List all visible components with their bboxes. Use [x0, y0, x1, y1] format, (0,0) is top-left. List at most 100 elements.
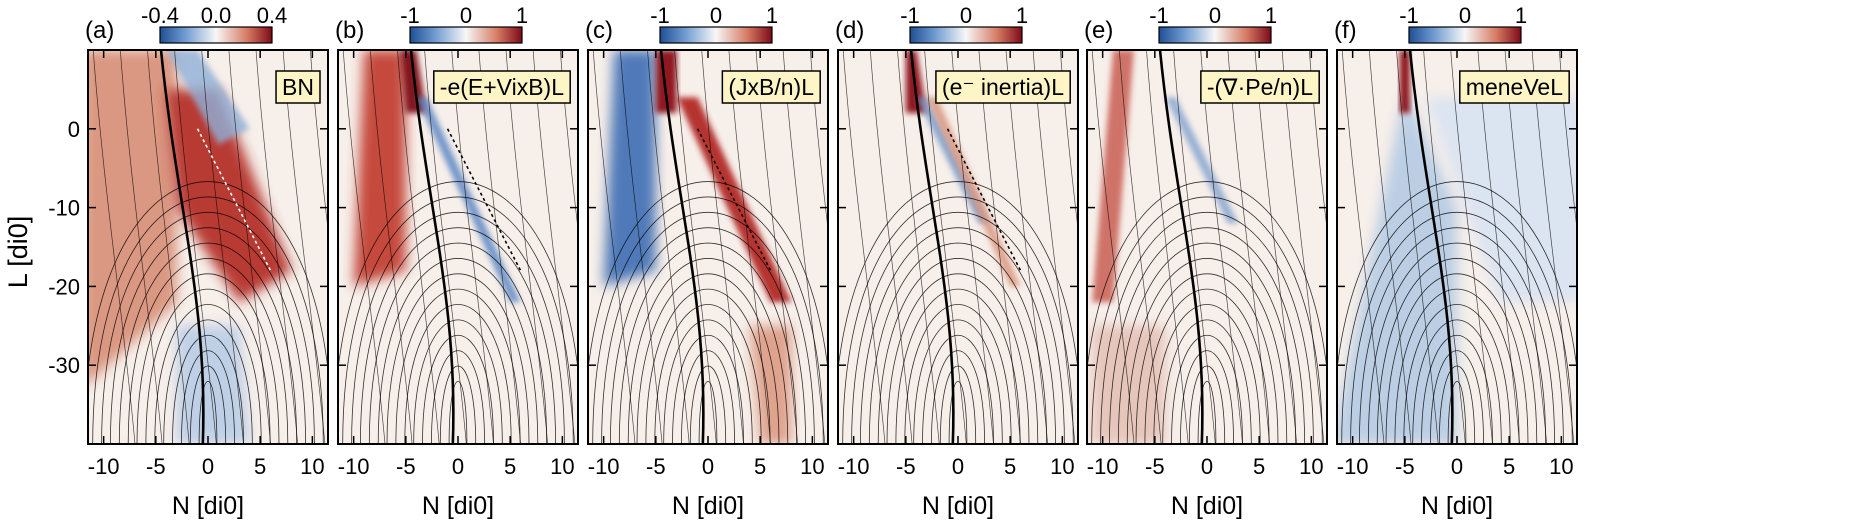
x-tick-label: 0 [1201, 454, 1213, 479]
panel-letter: (a) [85, 17, 114, 44]
x-tick-label: 5 [504, 454, 516, 479]
field-line [368, 242, 548, 444]
x-tick-label: 0 [452, 454, 464, 479]
x-tick-label: -5 [1395, 454, 1415, 479]
x-tick-label: -5 [396, 454, 416, 479]
quantity-label-box [1459, 70, 1570, 104]
colorbar-tick-label: 0.4 [257, 3, 288, 28]
field-line [860, 227, 1056, 444]
field-line [922, 335, 994, 444]
x-tick-label: 0 [702, 454, 714, 479]
xline-core [655, 50, 677, 113]
field-line [897, 50, 940, 444]
field-line [1117, 242, 1297, 444]
x-tick-label: -5 [646, 454, 666, 479]
field-line [110, 227, 306, 444]
field-line [1153, 304, 1261, 444]
field-line [1059, 50, 1078, 233]
field-line [422, 335, 494, 444]
x-tick-label: 10 [800, 454, 824, 479]
field-line [377, 258, 539, 444]
panel-letter: (d) [835, 17, 864, 44]
quantity-label: (JxB/n)L [728, 74, 814, 100]
x-tick-label: 0 [1451, 454, 1463, 479]
field-line [1162, 319, 1252, 444]
x-tick-label: 10 [1050, 454, 1074, 479]
field-line [619, 50, 663, 444]
x-tick-label: -10 [338, 454, 370, 479]
colorbar-tick-label: 1 [516, 3, 528, 28]
x-axis-label: N [di0] [1421, 492, 1493, 520]
field-line [451, 50, 494, 444]
y-tick-label: -20 [48, 274, 80, 299]
field-line [360, 227, 556, 444]
field-line [201, 50, 244, 444]
x-axis-label: N [di0] [422, 492, 494, 520]
separatrix-line [159, 50, 205, 444]
colorbar-tick-label: 1 [1016, 3, 1028, 28]
field-line [342, 50, 386, 444]
red-lobe-left [88, 50, 177, 385]
field-line [228, 50, 271, 444]
x-tick-label: -5 [1145, 454, 1165, 479]
red-band-left [353, 50, 406, 287]
x-axis-label: N [di0] [172, 492, 244, 520]
colorbar [409, 26, 523, 44]
field-line [369, 50, 413, 444]
heatmap-field [588, 50, 828, 444]
x-tick-label: 0 [952, 454, 964, 479]
field-line [309, 50, 328, 233]
y-axis-label: L [di0] [3, 216, 33, 289]
field-line [1350, 212, 1564, 444]
field-line [1146, 50, 1189, 444]
x-axis-label: N [di0] [672, 492, 744, 520]
field-line [601, 212, 815, 444]
field-line [1091, 196, 1323, 444]
panel-0: -10 -5 0 5 10 0 -10 -20 -30 N [di0] (a) -0.4 0.0 0.4 B… [48, 3, 329, 520]
field-line [869, 50, 913, 444]
field-line [505, 50, 549, 444]
field-line [948, 380, 968, 444]
field-line [610, 227, 806, 444]
field-line [1197, 380, 1217, 444]
blue-band-left [603, 50, 656, 287]
field-line [663, 319, 753, 444]
panel-letter: (e) [1084, 17, 1113, 44]
quantity-label-box [433, 70, 571, 104]
xline-core [1399, 50, 1410, 113]
field-line [618, 242, 798, 444]
field-line [127, 258, 289, 444]
red-band-diagonal [926, 97, 1021, 287]
red-band-diagonal [166, 89, 292, 303]
field-line [1430, 350, 1484, 444]
x-tick-label: -10 [1337, 454, 1369, 479]
colorbar-tick-label: 1 [1265, 3, 1277, 28]
x-tick-label: -5 [146, 454, 166, 479]
field-line [1341, 196, 1573, 444]
field-line [913, 319, 1003, 444]
blue-band-diagonal [416, 97, 521, 303]
field-line [1385, 273, 1529, 444]
x-tick-label: 10 [300, 454, 324, 479]
x-tick-label: 10 [1549, 454, 1573, 479]
panel-2: -10 -5 0 5 10N [di0](c)-1 0 1(JxB/n)L [585, 3, 829, 520]
quantity-label-box [275, 70, 321, 104]
field-line [728, 50, 771, 444]
field-line [136, 273, 280, 444]
quantity-label-box [1200, 70, 1320, 104]
field-line [1227, 50, 1270, 444]
colorbar [1158, 26, 1272, 44]
field-line [1173, 50, 1216, 444]
panel-1: -10 -5 0 5 10N [di0](b)-1 0 1-e(E+VixB)L [335, 3, 579, 520]
field-line [1032, 50, 1076, 444]
separatrix-line [909, 50, 955, 444]
quantity-label: -(∇·Pe/n)L [1207, 74, 1313, 100]
field-line [1376, 258, 1538, 444]
field-line [592, 50, 636, 444]
x-axis-label: N [di0] [1171, 492, 1243, 520]
field-line [119, 50, 163, 444]
colorbar [1408, 26, 1522, 44]
field-line [1171, 335, 1243, 444]
field-line [1308, 50, 1327, 233]
field-line [1100, 212, 1314, 444]
